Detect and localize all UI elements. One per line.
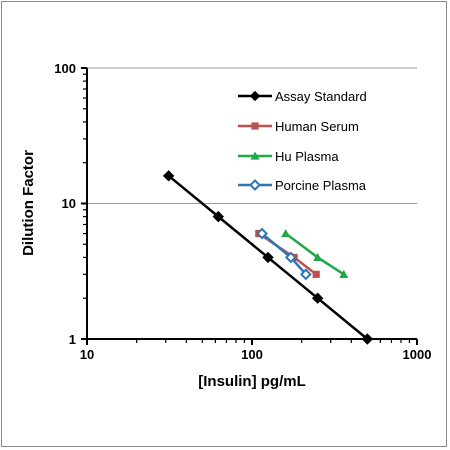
data-point xyxy=(299,268,312,281)
legend-marker xyxy=(249,179,261,191)
series-assay-standard xyxy=(162,170,374,345)
series-porcine-plasma xyxy=(256,227,312,281)
gridlines xyxy=(87,67,417,204)
legend-label-hu-plasma: Hu Plasma xyxy=(275,149,339,164)
data-point xyxy=(313,252,323,262)
tick-labels: 10 100 1000 1 10 100 xyxy=(54,61,431,362)
legend-label-assay-standard: Assay Standard xyxy=(275,89,367,104)
x-tick-label: 1000 xyxy=(403,347,432,362)
y-tick-label: 1 xyxy=(69,332,76,347)
legend-marker xyxy=(249,90,261,102)
data-point xyxy=(262,251,274,264)
x-tick-label: 100 xyxy=(241,347,263,362)
data-point xyxy=(312,270,320,278)
y-axis-title: Dilution Factor xyxy=(20,150,37,256)
legend: Assay Standard Human Serum Hu Plasma Por… xyxy=(238,89,367,193)
y-tick-label: 100 xyxy=(54,61,76,76)
data-point xyxy=(162,170,175,182)
series-hu-plasma xyxy=(281,229,349,278)
legend-marker xyxy=(250,151,260,160)
y-tick-label: 10 xyxy=(62,196,76,211)
x-axis-title: [Insulin] pg/mL xyxy=(198,373,305,390)
legend-label-porcine-plasma: Porcine Plasma xyxy=(275,178,367,193)
x-tick-label: 10 xyxy=(80,347,94,362)
data-point xyxy=(256,227,268,240)
plot-series xyxy=(162,170,374,345)
data-point xyxy=(311,292,324,304)
legend-marker xyxy=(251,122,259,130)
data-point xyxy=(339,269,349,278)
data-point xyxy=(212,210,225,223)
data-point xyxy=(281,229,291,238)
data-point xyxy=(284,251,297,264)
legend-label-human-serum: Human Serum xyxy=(275,119,359,134)
data-point xyxy=(361,333,374,345)
axis-ticks xyxy=(81,67,418,345)
